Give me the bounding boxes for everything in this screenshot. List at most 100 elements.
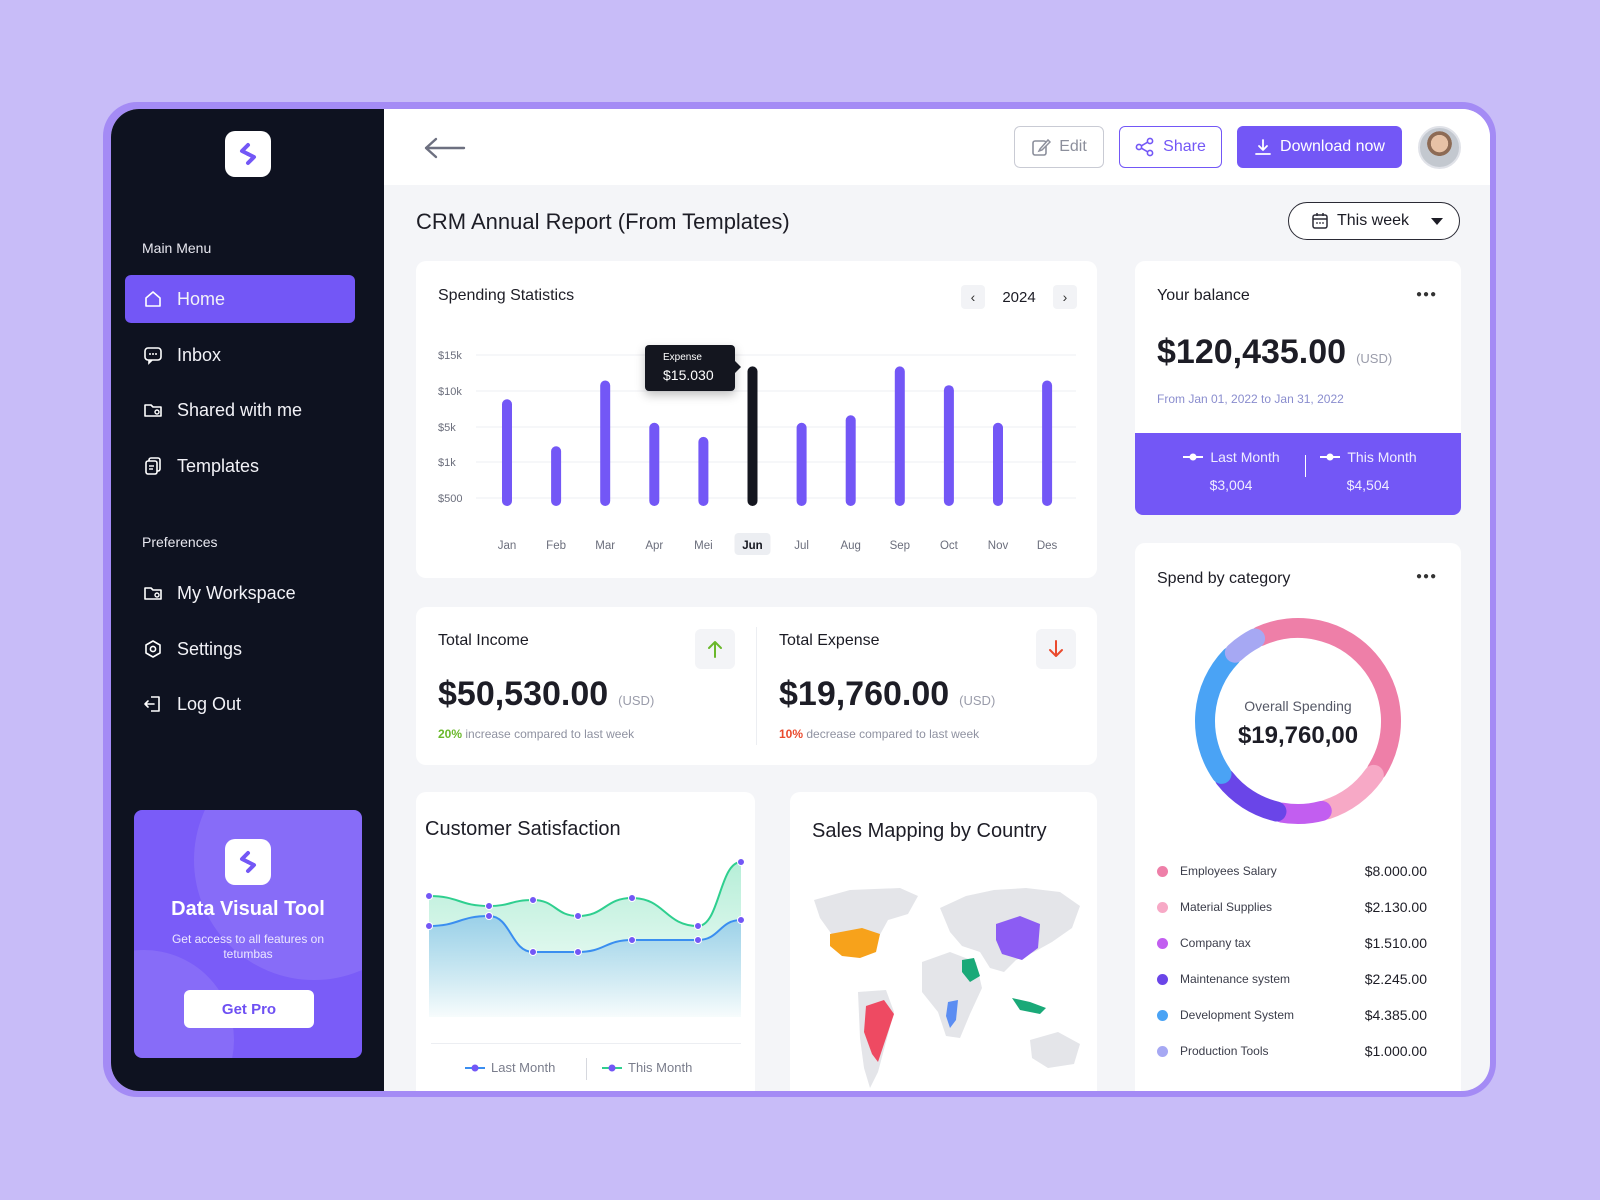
category-amount: $2.130.00 [1364, 899, 1427, 915]
bar [600, 380, 611, 506]
legend-dot [1157, 1009, 1168, 1021]
donut-slice [1214, 768, 1287, 822]
spending-bar-chart: $15k $10k $5k $1k $500 Jan Feb Mar Apr Mei Jun Jul A… [438, 350, 1076, 555]
y-tick-label: $1k [438, 457, 456, 469]
legend-this-month: This Month [601, 1060, 692, 1075]
africa-region [946, 1000, 958, 1028]
legend-dot [1157, 865, 1168, 877]
period-selector[interactable]: This week [1288, 202, 1460, 240]
sidebar-item-label: Home [177, 288, 226, 309]
last-month-text: Last Month [1210, 449, 1280, 465]
sidebar-item-logout[interactable]: Log Out [125, 680, 355, 728]
legend-dot [1157, 901, 1168, 913]
balance-unit: (USD) [1356, 351, 1393, 366]
avatar[interactable] [1418, 126, 1461, 169]
expense-amount: $19,760.00 [779, 675, 950, 713]
y-tick-label: $10k [438, 386, 462, 398]
category-amount: $8.000.00 [1364, 863, 1427, 879]
data-point [529, 896, 537, 904]
edit-button[interactable]: Edit [1014, 126, 1104, 168]
donut-slice [1250, 618, 1401, 781]
category-name: Development System [1180, 1008, 1295, 1022]
y-tick-label: $5k [438, 422, 456, 434]
tooltip-pointer [735, 361, 741, 373]
category-name: Production Tools [1180, 1044, 1269, 1058]
promo-card: Data Visual Tool Get access to all featu… [134, 810, 362, 1058]
download-button[interactable]: Download now [1237, 126, 1402, 168]
bar [1042, 380, 1053, 506]
this-month-col: This Month $4,504 [1298, 449, 1438, 493]
edit-icon [1032, 138, 1052, 156]
australia [1030, 1032, 1080, 1068]
x-tick-label: Jun [742, 540, 762, 552]
sidebar-item-label: Settings [177, 638, 243, 659]
category-legend-item: Employees Salary $8.000.00 [1157, 863, 1427, 879]
category-donut-chart [1195, 618, 1401, 824]
home-icon [143, 289, 163, 309]
data-point [485, 912, 493, 920]
legend-dot [1157, 973, 1168, 985]
x-tick-label: Jan [498, 540, 517, 552]
sidebar-item-settings[interactable]: Settings [125, 625, 355, 673]
income-pct: 20% [438, 727, 463, 741]
expense-label: Total Expense [779, 632, 880, 649]
category-legend-item: Company tax $1.510.00 [1157, 935, 1427, 951]
sidebar-item-workspace[interactable]: My Workspace [125, 569, 355, 617]
tooltip-label: Expense [663, 352, 702, 363]
data-point [737, 916, 745, 924]
get-pro-button[interactable]: Get Pro [184, 990, 314, 1028]
data-point [425, 922, 433, 930]
data-point [694, 922, 702, 930]
arrow-left-icon [424, 137, 466, 159]
sidebar-item-label: Shared with me [177, 399, 303, 420]
share-button[interactable]: Share [1119, 126, 1222, 168]
income-note: 20% increase compared to last week [438, 727, 634, 741]
balance-comparison: Last Month $3,004 This Month $4,504 [1135, 433, 1461, 515]
income-note-text: increase compared to last week [465, 727, 635, 741]
sidebar-item-inbox[interactable]: Inbox [125, 331, 355, 379]
x-tick-label: Des [1037, 540, 1058, 552]
year-label: 2024 [1002, 288, 1036, 306]
prev-year-button[interactable]: ‹ [961, 285, 985, 309]
category-legend-item: Production Tools $1.000.00 [1157, 1043, 1427, 1059]
income-label: Total Income [438, 632, 529, 649]
spending-card: Spending Statistics ‹ 2024 › $15k $10k $5k… [416, 261, 1097, 578]
promo-logo [225, 839, 271, 885]
brazil-region [864, 1000, 894, 1062]
bar [551, 446, 562, 506]
download-label: Download now [1280, 138, 1385, 155]
saudi-region [962, 958, 980, 982]
x-tick-label: Sep [890, 540, 910, 552]
last-month-col: Last Month $3,004 [1161, 449, 1301, 493]
app-logo[interactable] [225, 131, 271, 177]
divider [431, 1043, 741, 1044]
y-tick-label: $15k [438, 350, 462, 362]
bar [943, 385, 954, 506]
legend-label: This Month [628, 1060, 693, 1075]
expense-note-text: decrease compared to last week [806, 727, 980, 741]
last-month-label: Last Month [1161, 449, 1301, 465]
logo-icon [240, 143, 256, 165]
next-year-button[interactable]: › [1053, 285, 1077, 309]
x-tick-label: Nov [988, 540, 1009, 552]
sidebar-item-home[interactable]: Home [125, 275, 355, 323]
more-options-icon[interactable]: ●●● [1416, 289, 1438, 300]
chevron-right-icon: › [1062, 289, 1068, 305]
sidebar-item-templates[interactable]: Templates [125, 442, 355, 490]
more-options-icon[interactable]: ●●● [1416, 571, 1438, 582]
this-month-label: This Month [1298, 449, 1438, 465]
category-legend-item: Maintenance system $2.245.00 [1157, 971, 1427, 987]
divider [586, 1058, 587, 1080]
legend-dot [1157, 1045, 1168, 1057]
promo-title: Data Visual Tool [171, 898, 325, 920]
donut-slice [1195, 646, 1241, 784]
category-amount: $1.510.00 [1364, 935, 1427, 951]
x-tick-label: Mar [595, 540, 615, 552]
last-month-value: $3,004 [1209, 477, 1253, 493]
legend-last-month: Last Month [464, 1060, 555, 1075]
category-legend-item: Material Supplies $2.130.00 [1157, 899, 1427, 915]
back-button[interactable] [422, 133, 466, 168]
sidebar-item-shared[interactable]: Shared with me [125, 386, 355, 434]
bar [993, 422, 1003, 506]
category-card: Spend by category ●●● Overall Spending $… [1135, 543, 1461, 1091]
